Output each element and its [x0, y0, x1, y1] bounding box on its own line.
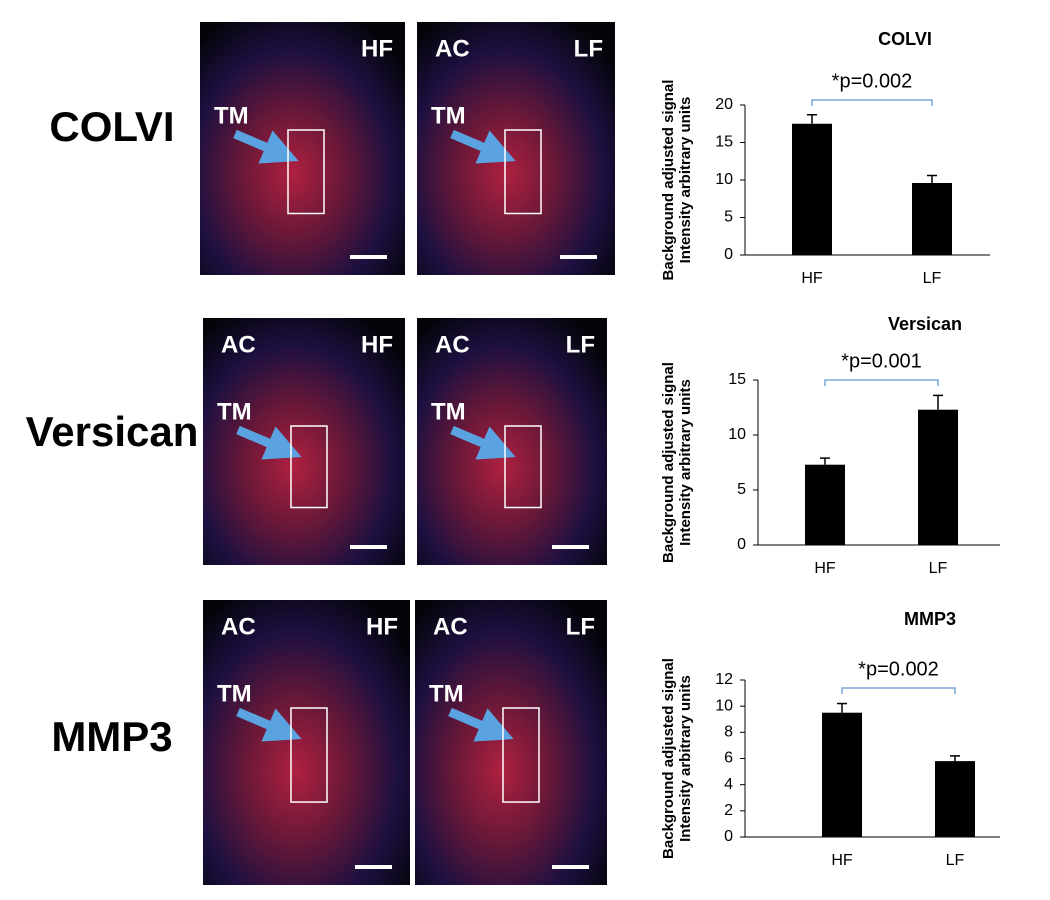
image-label: AC	[435, 35, 470, 62]
y-tick-label: 15	[728, 371, 746, 388]
image-label: LF	[566, 613, 595, 640]
row-label: Versican	[26, 408, 199, 455]
x-tick-label: HF	[814, 560, 836, 577]
roi-box	[290, 425, 328, 509]
pointer-label: TM	[431, 398, 466, 425]
y-tick-label: 0	[724, 246, 733, 263]
y-tick-label: 10	[715, 697, 733, 714]
x-tick-label: LF	[923, 270, 942, 287]
micrograph	[417, 22, 615, 275]
x-tick-label: LF	[946, 852, 965, 869]
annotation: *p=0.002	[832, 70, 913, 92]
image-label: HF	[361, 331, 393, 358]
chart-title: MMP3	[904, 609, 956, 629]
y-tick-label: 0	[724, 828, 733, 845]
image-label: AC	[435, 331, 470, 358]
y-tick-label: 4	[724, 776, 733, 793]
y-tick-label: 6	[724, 750, 733, 767]
bar	[805, 464, 845, 545]
image-label: AC	[221, 331, 256, 358]
x-tick-label: HF	[831, 852, 853, 869]
chart-title: COLVI	[878, 29, 932, 49]
significance-bracket	[824, 379, 939, 386]
y-axis-label: Intensity arbitrary units	[677, 97, 694, 264]
roi-box	[290, 707, 328, 803]
pointer-arrow	[450, 425, 516, 460]
image-label: HF	[366, 613, 398, 640]
y-axis-label: Background adjusted signal	[660, 658, 677, 859]
pointer-label: TM	[217, 680, 252, 707]
micrograph	[203, 318, 405, 565]
x-tick-label: LF	[929, 560, 948, 577]
bar	[918, 409, 958, 545]
y-tick-label: 2	[724, 802, 733, 819]
bar	[822, 712, 862, 837]
roi-box	[504, 129, 542, 215]
image-label: AC	[221, 613, 256, 640]
pointer-label: TM	[431, 102, 466, 129]
y-tick-label: 10	[715, 171, 733, 188]
y-tick-label: 15	[715, 134, 733, 151]
significance-bracket	[811, 99, 933, 106]
image-label: HF	[361, 35, 393, 62]
pointer-label: TM	[217, 398, 252, 425]
y-axis-label: Intensity arbitrary units	[677, 675, 694, 842]
image-label: LF	[566, 331, 595, 358]
pointer-arrow	[233, 129, 299, 164]
pointer-label: TM	[214, 102, 249, 129]
y-axis-label: Background adjusted signal	[660, 80, 677, 281]
x-tick-label: HF	[801, 270, 823, 287]
y-tick-label: 0	[737, 536, 746, 553]
annotation: *p=0.001	[841, 350, 922, 372]
y-tick-label: 5	[724, 209, 733, 226]
pointer-arrow	[448, 707, 514, 742]
y-tick-label: 8	[724, 724, 733, 741]
y-tick-label: 10	[728, 426, 746, 443]
y-axis-label: Background adjusted signal	[660, 362, 677, 563]
significance-bracket	[841, 687, 956, 694]
image-label: AC	[433, 613, 468, 640]
roi-box	[287, 129, 325, 215]
y-tick-label: 5	[737, 481, 746, 498]
micrograph	[203, 600, 410, 885]
annotation: *p=0.002	[858, 658, 939, 680]
image-label: LF	[574, 35, 603, 62]
y-axis-label: Intensity arbitrary units	[677, 379, 694, 546]
bar	[792, 123, 832, 255]
pointer-arrow	[236, 425, 302, 460]
roi-box	[504, 425, 542, 509]
row-label: MMP3	[51, 713, 172, 760]
row-label: COLVI	[49, 103, 174, 150]
y-tick-label: 20	[715, 96, 733, 113]
roi-box	[502, 707, 540, 803]
bar	[912, 183, 952, 255]
pointer-label: TM	[429, 680, 464, 707]
micrograph	[415, 600, 607, 885]
bar	[935, 761, 975, 837]
pointer-arrow	[450, 129, 516, 164]
micrograph	[200, 22, 405, 275]
chart-title: Versican	[888, 314, 962, 334]
pointer-arrow	[236, 707, 302, 742]
y-tick-label: 12	[715, 671, 733, 688]
